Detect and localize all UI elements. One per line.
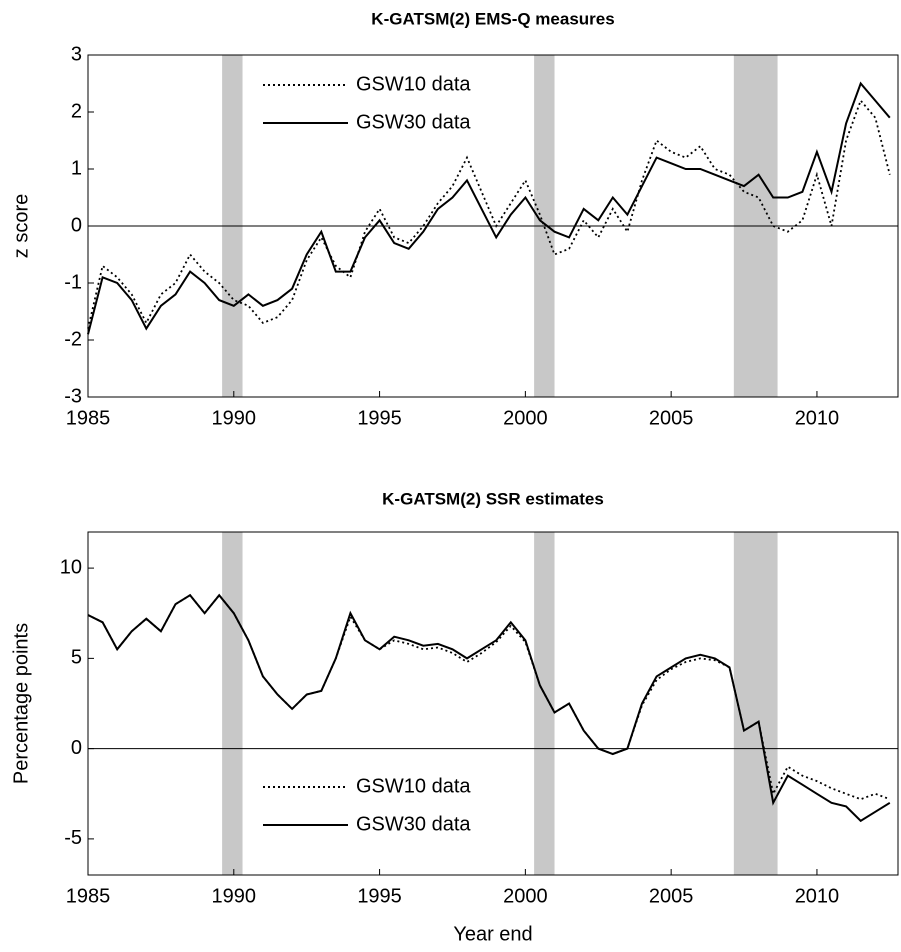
x-axis-label: Year end <box>453 923 532 945</box>
y-tick-label: 0 <box>71 214 82 236</box>
data-line <box>87 81 891 335</box>
y-tick-label: 0 <box>71 737 82 759</box>
x-tick-label: 2000 <box>503 407 548 429</box>
legend-label: GSW10 data <box>356 775 471 797</box>
x-tick-label: 2005 <box>649 407 694 429</box>
legend-label: GSW30 data <box>356 111 471 133</box>
y-tick-label: -3 <box>64 385 82 407</box>
y-tick-label: 3 <box>71 43 82 65</box>
legend-label: GSW30 data <box>356 813 471 835</box>
y-axis-label: Percentage points <box>10 623 32 784</box>
chart-title: K-GATSM(2) SSR estimates <box>382 489 604 508</box>
x-tick-label: 2010 <box>795 885 840 907</box>
legend-label: GSW10 data <box>356 73 471 95</box>
x-tick-label: 2000 <box>503 885 548 907</box>
y-tick-label: 1 <box>71 157 82 179</box>
recession-band <box>222 532 243 875</box>
y-tick-label: 10 <box>60 556 82 578</box>
y-tick-label: -2 <box>64 328 82 350</box>
x-tick-label: 1990 <box>212 407 257 429</box>
x-tick-label: 2010 <box>795 407 840 429</box>
x-tick-label: 1985 <box>66 407 111 429</box>
y-tick-label: 5 <box>71 647 82 669</box>
data-line <box>87 593 891 823</box>
y-tick-label: -5 <box>64 827 82 849</box>
recession-band <box>534 532 555 875</box>
plot-frame <box>87 531 899 876</box>
y-axis-label: z score <box>10 194 32 258</box>
y-tick-label: -1 <box>64 271 82 293</box>
x-tick-label: 2005 <box>649 885 694 907</box>
x-tick-label: 1995 <box>357 407 402 429</box>
x-tick-label: 1985 <box>66 885 111 907</box>
y-tick-label: 2 <box>71 100 82 122</box>
x-tick-label: 1995 <box>357 885 402 907</box>
data-line <box>87 98 891 329</box>
x-tick-label: 1990 <box>212 885 257 907</box>
chart-title: K-GATSM(2) EMS-Q measures <box>371 9 614 28</box>
recession-band <box>733 532 778 875</box>
